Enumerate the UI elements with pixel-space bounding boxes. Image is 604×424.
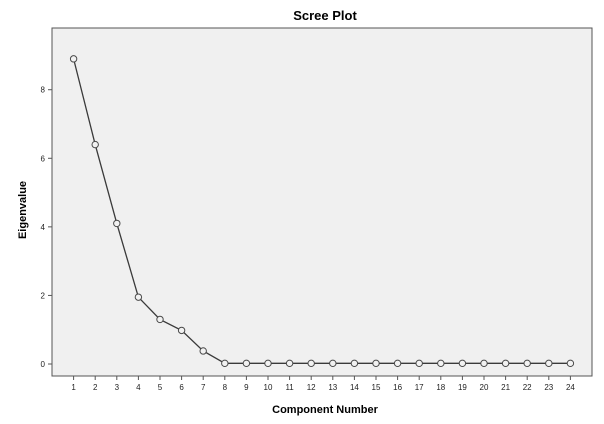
x-tick-label: 10	[264, 383, 273, 392]
x-tick-label: 2	[93, 383, 98, 392]
eigenvalue-point	[329, 359, 337, 368]
x-tick-label: 7	[201, 383, 206, 392]
x-tick-label: 13	[328, 383, 337, 392]
y-tick-label: 8	[41, 86, 46, 95]
x-tick-label: 21	[501, 383, 510, 392]
eigenvalue-point	[134, 293, 143, 301]
eigenvalue-point	[113, 219, 121, 228]
y-tick-label: 6	[41, 154, 46, 163]
eigenvalue-point	[372, 359, 380, 368]
x-tick-label: 5	[158, 383, 163, 392]
x-tick-label: 6	[179, 383, 184, 392]
eigenvalue-point	[199, 347, 207, 355]
eigenvalue-point	[221, 359, 229, 368]
x-tick-label: 4	[136, 383, 141, 392]
x-tick-label: 1	[71, 383, 76, 392]
eigenvalue-point	[177, 326, 186, 335]
x-tick-label: 24	[566, 383, 575, 392]
chart-title: Scree Plot	[293, 8, 357, 23]
eigenvalue-point	[91, 140, 99, 149]
x-tick-label: 3	[115, 383, 120, 392]
x-tick-label: 17	[415, 383, 424, 392]
y-tick-label: 0	[41, 360, 46, 369]
x-axis-ticks: 1 2 3 4 5 6 7 8 9 10 11 12 13 14 15 16 17 18 19 20 21 22 23 24	[71, 376, 575, 392]
series-layer	[69, 55, 575, 368]
eigenvalue-point	[285, 359, 294, 368]
x-tick-label: 11	[285, 383, 294, 392]
x-tick-label: 22	[523, 383, 532, 392]
x-tick-label: 19	[458, 383, 467, 392]
x-tick-label: 20	[480, 383, 489, 392]
eigenvalue-point	[350, 359, 359, 368]
y-tick-label: 2	[41, 291, 46, 300]
eigenvalue-point	[458, 359, 467, 368]
x-tick-label: 9	[244, 383, 249, 392]
eigenvalue-point	[437, 359, 445, 368]
eigenvalue-point	[566, 359, 575, 368]
x-tick-label: 12	[307, 383, 316, 392]
eigenvalue-point	[415, 359, 423, 368]
eigenvalue-point	[69, 55, 78, 63]
eigenvalue-point	[523, 359, 531, 368]
y-axis-title: Eigenvalue	[17, 181, 29, 239]
plot-area	[51, 27, 593, 377]
eigenvalue-point	[307, 359, 315, 368]
eigenvalue-point	[545, 359, 553, 368]
x-tick-label: 23	[544, 383, 553, 392]
eigenvalue-point	[242, 359, 251, 368]
x-tick-label: 16	[393, 383, 402, 392]
y-tick-label: 4	[41, 223, 46, 232]
x-tick-label: 18	[436, 383, 445, 392]
x-tick-label: 8	[223, 383, 228, 392]
eigenvalue-point	[393, 359, 402, 368]
x-tick-label: 15	[372, 383, 381, 392]
eigenvalue-point	[501, 359, 510, 368]
eigenvalue-point	[156, 315, 164, 324]
x-axis-title: Component Number	[272, 404, 378, 416]
eigenvalue-point	[480, 359, 488, 368]
eigenvalue-point	[264, 359, 272, 368]
x-tick-label: 14	[350, 383, 359, 392]
y-axis-ticks: 0 2 4 6 8	[41, 86, 52, 369]
